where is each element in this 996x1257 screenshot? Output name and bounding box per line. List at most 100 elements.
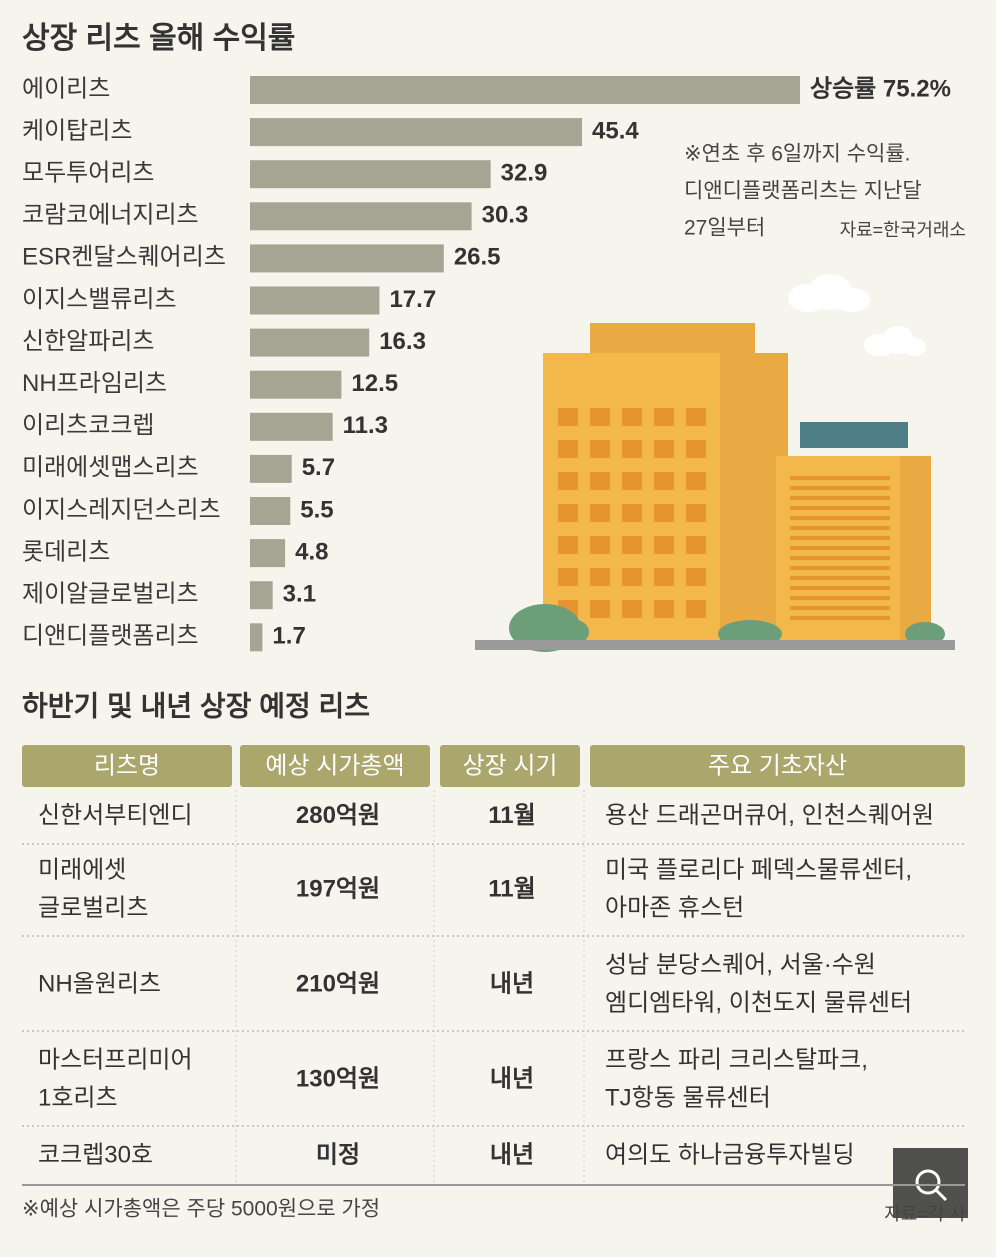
bar	[250, 623, 263, 652]
header-label: 주요 기초자산	[708, 752, 847, 779]
bar	[250, 160, 491, 189]
table-cell: 용산 드래곤머큐어, 인천스퀘어원	[605, 802, 934, 829]
window	[590, 536, 610, 554]
category-label: 디앤디플랫폼리츠	[22, 623, 199, 650]
value-label: 4.8	[295, 538, 328, 565]
table-cell: 210억원	[296, 970, 380, 997]
category-label: 롯데리츠	[22, 538, 110, 565]
category-label: 신한알파리츠	[22, 328, 154, 355]
table-cell: 11월	[488, 802, 535, 829]
chart-title: 상장 리츠 올해 수익률	[22, 22, 295, 55]
table-cell: 코크렙30호	[38, 1141, 153, 1168]
table-cell: 내년	[490, 1065, 534, 1092]
window-stripe	[790, 486, 890, 490]
window	[686, 536, 706, 554]
table-cell: 여의도 하나금융투자빌딩	[605, 1141, 855, 1168]
table-cell: TJ항동 물류센터	[605, 1084, 771, 1111]
value-label: 1.7	[272, 623, 305, 650]
window	[686, 408, 706, 426]
bar	[250, 454, 292, 483]
window-stripe	[790, 576, 890, 580]
window	[622, 600, 642, 618]
category-label: 케이탑리츠	[22, 117, 132, 144]
table-cell: 신한서부티엔디	[38, 802, 193, 829]
value-label: 상승률 75.2%	[810, 75, 951, 102]
window	[686, 472, 706, 490]
table-cell: 미래에셋	[38, 856, 126, 883]
window	[622, 440, 642, 458]
category-label: 이지스레지던스리츠	[22, 496, 221, 523]
value-label: 45.4	[592, 117, 639, 144]
window-stripe	[790, 616, 890, 620]
window-stripe	[790, 586, 890, 590]
header-cell	[22, 745, 232, 787]
annotation: ※연초 후 6일까지 수익률.	[684, 143, 911, 166]
window-stripe	[790, 606, 890, 610]
header-label: 예상 시가총액	[265, 752, 404, 779]
window	[590, 440, 610, 458]
value-label: 32.9	[501, 160, 548, 187]
window	[622, 408, 642, 426]
building-illustration	[475, 274, 955, 652]
value-label: 16.3	[379, 328, 426, 355]
window-stripe	[790, 516, 890, 520]
window	[622, 536, 642, 554]
value-label: 17.7	[389, 286, 436, 313]
header-label: 리츠명	[94, 752, 160, 779]
window	[622, 472, 642, 490]
window	[654, 600, 674, 618]
bar	[250, 370, 342, 399]
window-stripe	[790, 566, 890, 570]
window	[558, 504, 578, 522]
header-label: 상장 시기	[463, 752, 558, 779]
header-cell	[590, 745, 965, 787]
table-cell: 마스터프리미어	[38, 1046, 193, 1073]
window-stripe	[790, 556, 890, 560]
bar	[250, 202, 472, 231]
window	[686, 440, 706, 458]
category-label: 모두투어리츠	[22, 160, 154, 187]
window	[654, 536, 674, 554]
window	[686, 568, 706, 586]
value-label: 5.5	[300, 496, 333, 523]
value-label: 5.7	[302, 454, 335, 481]
window-stripe	[790, 596, 890, 600]
value-label: 11.3	[343, 412, 388, 439]
window	[558, 568, 578, 586]
header-cell	[240, 745, 430, 787]
table-cell: 내년	[490, 970, 534, 997]
source: 자료=한국거래소	[840, 220, 966, 240]
category-label: 미래에셋맵스리츠	[22, 454, 199, 481]
bar	[250, 412, 333, 441]
window-stripe	[790, 536, 890, 540]
window	[558, 408, 578, 426]
table-cell: 11월	[488, 875, 535, 902]
window-stripe	[790, 546, 890, 550]
table-cell: 280억원	[296, 802, 380, 829]
window	[558, 536, 578, 554]
category-label: 이리츠코크렙	[22, 412, 154, 439]
bar	[250, 244, 444, 273]
table-cell: NH올원리츠	[38, 970, 161, 997]
table-note: ※예상 시가총액은 주당 5000원으로 가정	[22, 1198, 380, 1221]
window	[686, 600, 706, 618]
table-cell: 아마존 휴스턴	[605, 894, 744, 921]
category-label: 이지스밸류리츠	[22, 286, 177, 313]
window	[686, 504, 706, 522]
table-title: 하반기 및 내년 상장 예정 리츠	[22, 690, 370, 721]
table-cell: 1호리츠	[38, 1084, 118, 1111]
bar	[250, 581, 273, 610]
window	[590, 600, 610, 618]
table-cell: 프랑스 파리 크리스탈파크,	[605, 1046, 868, 1073]
zoom-icon[interactable]	[893, 1148, 968, 1218]
category-label: 코람코에너지리츠	[22, 202, 199, 229]
table-cell: 글로벌리츠	[38, 894, 148, 921]
table-cell: 130억원	[296, 1065, 380, 1092]
annotation: 27일부터	[684, 217, 765, 240]
window	[654, 568, 674, 586]
window	[654, 408, 674, 426]
table-cell: 197억원	[296, 875, 380, 902]
bar	[250, 539, 286, 568]
window	[622, 568, 642, 586]
window	[654, 472, 674, 490]
